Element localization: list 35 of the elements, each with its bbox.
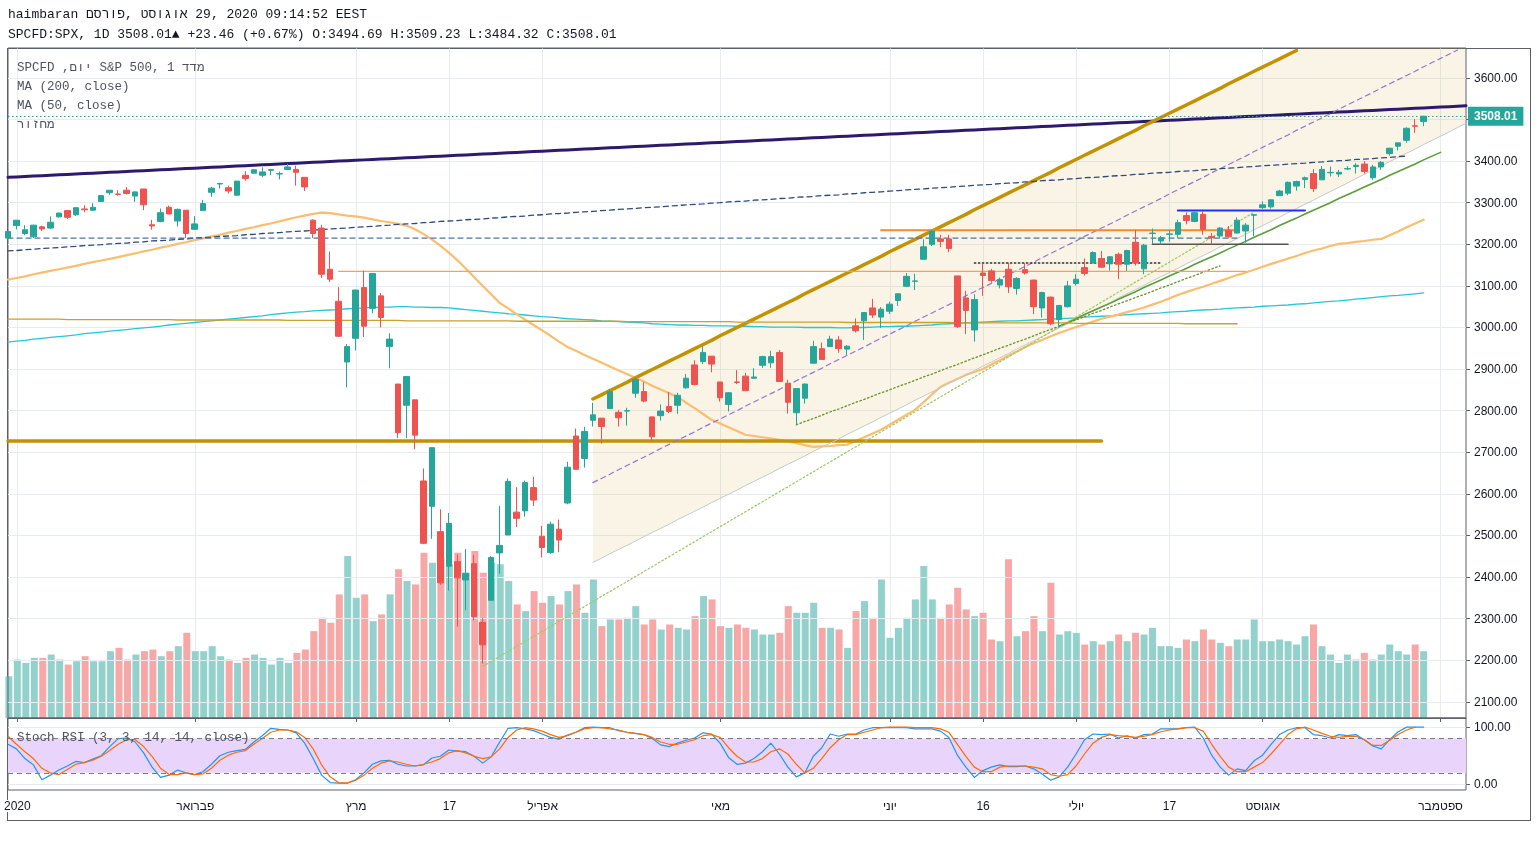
y-tick-label: 3300.00 bbox=[1474, 195, 1518, 210]
y-tick-label: 2200.00 bbox=[1474, 653, 1518, 668]
y-tick-label: 3600.00 bbox=[1474, 70, 1518, 85]
y-tick-label: 2100.00 bbox=[1474, 694, 1518, 709]
y-tick-label: 2500.00 bbox=[1474, 528, 1518, 543]
annotation: MA (50, close) bbox=[17, 99, 123, 114]
y-tick-label: 100.00 bbox=[1474, 720, 1512, 735]
text: SPCFD:SPX, 1D 3508.01▲ +23.46 (+0.67%) O:3494.69 H:3509.23 L:3484.32 C:3508.01 bbox=[8, 27, 617, 42]
ref-line-label: 3508.01 bbox=[1474, 109, 1518, 124]
x-tick-label: אוגוסט bbox=[1245, 799, 1281, 813]
y-tick-label: 3000.00 bbox=[1474, 320, 1518, 335]
y-tick-label: 2900.00 bbox=[1474, 362, 1518, 377]
x-tick-label: ספטמבר bbox=[1418, 799, 1464, 813]
y-tick-label: 3400.00 bbox=[1474, 154, 1518, 169]
x-tick-label: 17 bbox=[1162, 799, 1177, 813]
x-tick-label: 16 bbox=[976, 799, 991, 813]
x-tick-label: 2020 bbox=[4, 799, 32, 813]
y-tick-label: 2600.00 bbox=[1474, 486, 1518, 501]
y-tick-label: 2700.00 bbox=[1474, 445, 1518, 460]
y-tick-label: 3100.00 bbox=[1474, 278, 1518, 293]
annotation: מחזור bbox=[17, 118, 55, 133]
x-tick-label: מרץ bbox=[345, 799, 367, 813]
y-tick-label: 2400.00 bbox=[1474, 570, 1518, 585]
x-tick-label: אפריל bbox=[527, 799, 559, 813]
x-tick-label: יולי bbox=[1068, 799, 1085, 813]
x-tick-label: מאי bbox=[711, 799, 730, 813]
annotation: MA (200, close) bbox=[17, 80, 130, 95]
y-tick-label: 3200.00 bbox=[1474, 237, 1518, 252]
y-tick-label: 2800.00 bbox=[1474, 403, 1518, 418]
x-tick-label: 17 bbox=[442, 799, 457, 813]
y-tick-label: 2300.00 bbox=[1474, 611, 1518, 626]
annotation: מדד S&P 500, 1 יום, SPCFD bbox=[17, 61, 205, 76]
x-tick-label: פברואר bbox=[176, 799, 215, 813]
y-tick-label: 0.00 bbox=[1474, 777, 1498, 792]
x-tick-label: יוני bbox=[882, 799, 897, 813]
